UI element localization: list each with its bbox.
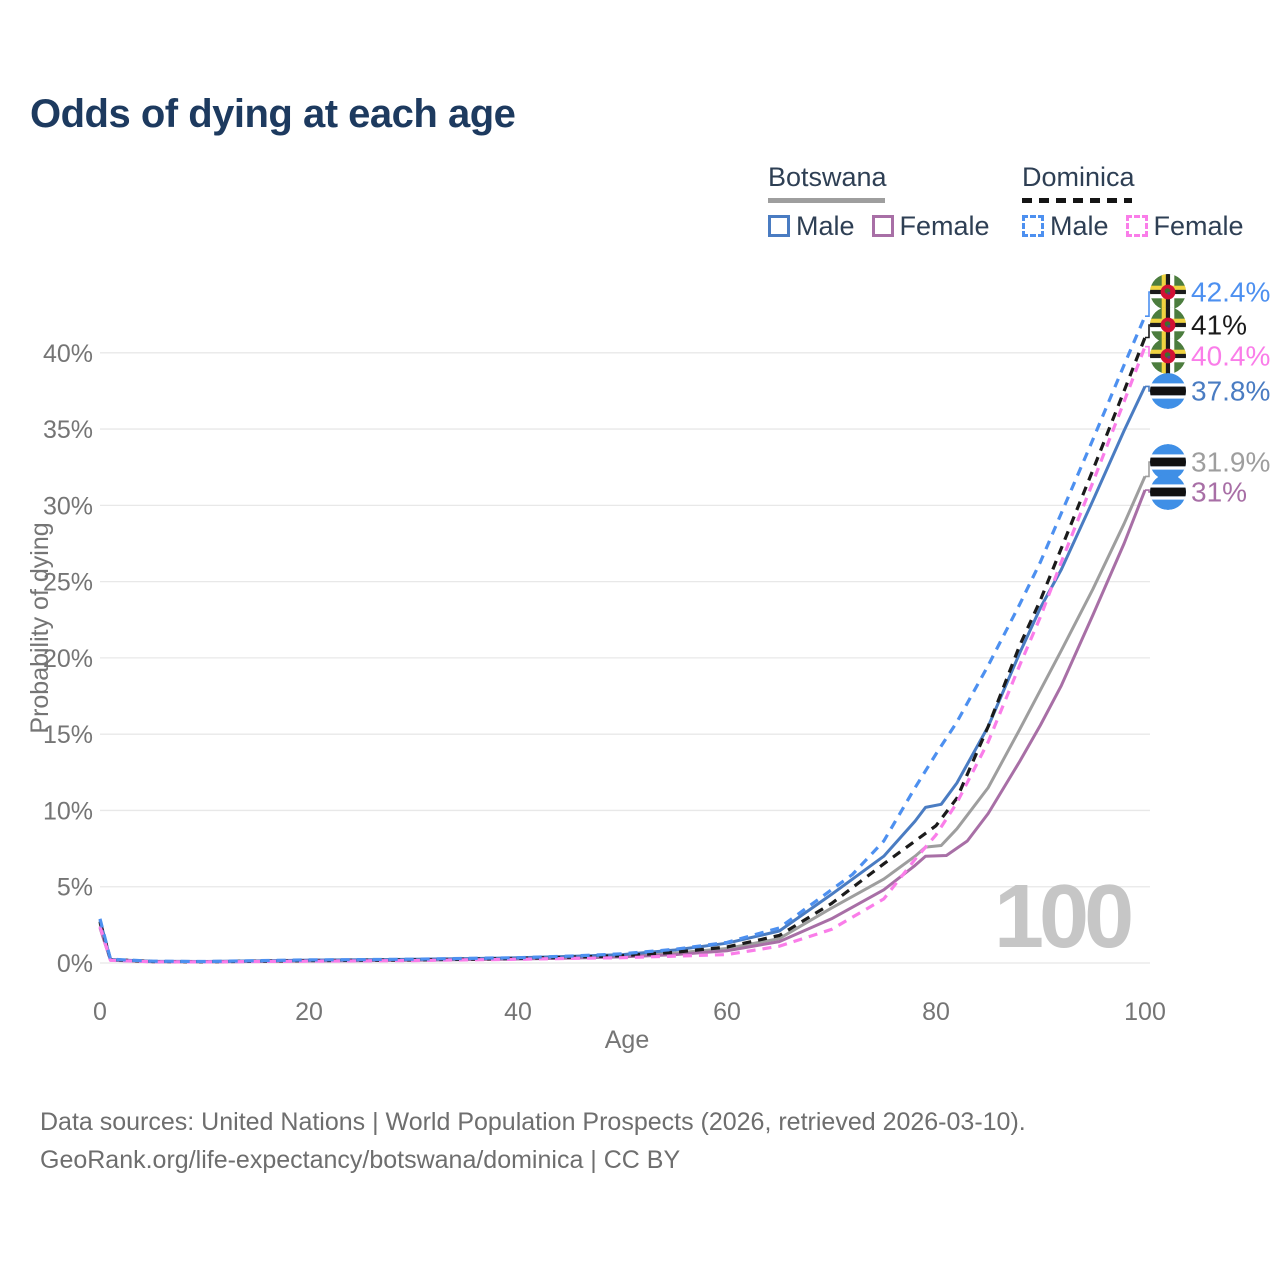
botswana-flag-icon xyxy=(1150,373,1186,409)
x-axis-title: Age xyxy=(605,1026,649,1054)
y-tick-label: 15% xyxy=(43,721,93,749)
legend-group-dominica: Dominica Male Female xyxy=(1022,164,1261,242)
botswana-male-swatch xyxy=(768,215,790,237)
dominica-dashed-line-swatch xyxy=(1022,198,1132,203)
end-label-botswana-both: 31.9% xyxy=(1191,447,1270,478)
label-connector xyxy=(1145,461,1151,478)
series-line-botswana-both xyxy=(98,475,1147,964)
series-line-dominica-both xyxy=(98,336,1147,964)
x-tick-label: 60 xyxy=(713,998,741,1026)
data-source-line: Data sources: United Nations | World Pop… xyxy=(40,1108,1026,1136)
legend-label-botswana-male: Male xyxy=(796,210,855,241)
label-connector xyxy=(1145,489,1151,493)
series-line-dominica-male xyxy=(98,315,1147,964)
y-tick-label: 30% xyxy=(43,492,93,520)
legend-label-botswana-female: Female xyxy=(899,210,990,241)
end-label-dominica-female: 40.4% xyxy=(1191,341,1270,372)
end-label-botswana-male: 37.8% xyxy=(1191,376,1270,407)
botswana-flag-icon xyxy=(1150,474,1186,510)
watermark-age-100: 100 xyxy=(994,867,1134,967)
legend-label-dominica-male: Male xyxy=(1050,210,1109,241)
dominica-flag-icon xyxy=(1150,307,1186,343)
label-connector xyxy=(1145,385,1151,392)
x-tick-label: 20 xyxy=(295,998,323,1026)
legend-group-botswana: Botswana Male Female xyxy=(768,164,1007,242)
y-axis-title: Probability of dying xyxy=(26,522,54,733)
page-title: Odds of dying at each age xyxy=(30,92,516,136)
y-tick-label: 0% xyxy=(57,950,93,978)
x-tick-label: 80 xyxy=(922,998,950,1026)
legend-country-dominica: Dominica xyxy=(1022,162,1135,192)
dominica-flag-icon xyxy=(1150,274,1186,310)
dominica-flag-icon xyxy=(1150,338,1186,374)
y-tick-label: 5% xyxy=(57,874,93,902)
end-label-dominica-male: 42.4% xyxy=(1191,277,1270,308)
label-connector xyxy=(1145,345,1151,357)
label-connector xyxy=(1145,324,1151,339)
legend-label-dominica-female: Female xyxy=(1153,210,1244,241)
line-chart: Age Probability of dying 0% 5% 10% 15% 20% 25… xyxy=(26,274,1270,1054)
dominica-male-swatch xyxy=(1022,215,1044,237)
legend-country-botswana: Botswana xyxy=(768,162,887,192)
y-tick-label: 20% xyxy=(43,645,93,673)
x-tick-label: 0 xyxy=(93,998,107,1026)
botswana-flag-icon xyxy=(1150,444,1186,480)
y-tick-label: 40% xyxy=(43,340,93,368)
end-label-botswana-female: 31% xyxy=(1191,477,1247,508)
end-label-dominica-both: 41% xyxy=(1191,310,1247,341)
y-tick-label: 35% xyxy=(43,416,93,444)
x-tick-label: 40 xyxy=(504,998,532,1026)
x-tick-label: 100 xyxy=(1124,998,1166,1026)
botswana-solid-line-swatch xyxy=(768,198,885,203)
y-tick-label: 10% xyxy=(43,797,93,825)
attribution-line: GeoRank.org/life-expectancy/botswana/dom… xyxy=(40,1146,681,1174)
label-connector xyxy=(1145,291,1151,317)
dominica-female-swatch xyxy=(1125,215,1148,237)
series-line-dominica-female xyxy=(98,346,1147,964)
y-tick-label: 25% xyxy=(43,569,93,597)
botswana-female-swatch xyxy=(871,215,894,237)
series-line-botswana-male xyxy=(98,385,1147,963)
